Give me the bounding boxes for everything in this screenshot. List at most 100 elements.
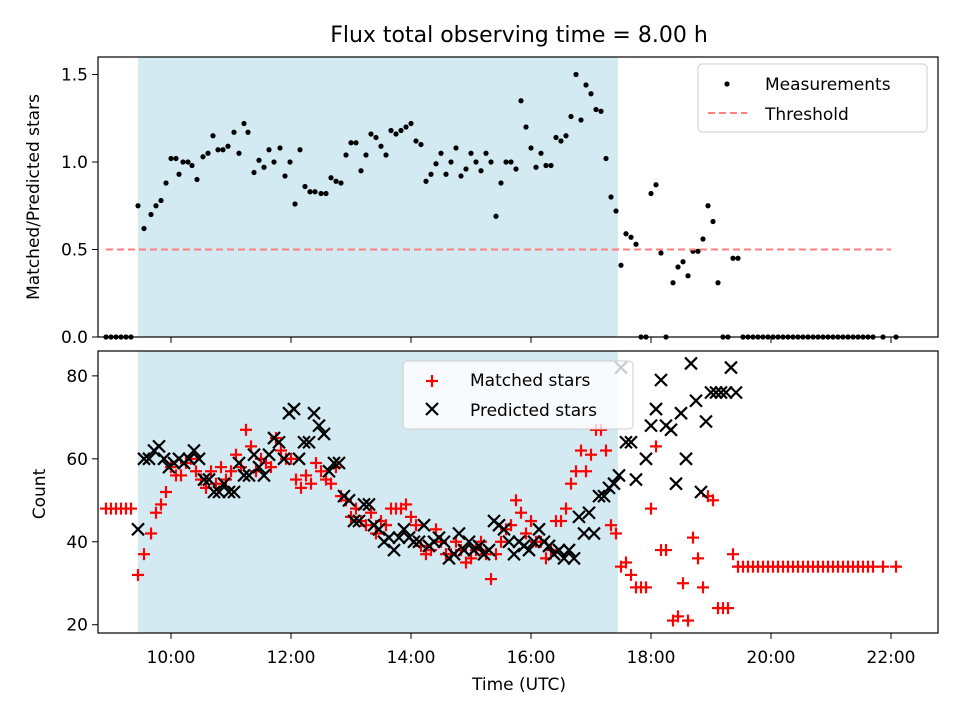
- measurement-point: [185, 159, 191, 165]
- top-panel-y-label: Matched/Predicted stars: [24, 94, 44, 300]
- predicted-star-point: [312, 418, 326, 433]
- measurement-point: [548, 162, 554, 169]
- measurement-point: [205, 150, 211, 156]
- measurement-point: [180, 159, 186, 165]
- measurement-point: [533, 164, 539, 170]
- measurement-point: [363, 152, 369, 158]
- matched-star-point: [150, 506, 162, 519]
- legend-predicted-label: Predicted stars: [470, 401, 597, 421]
- predicted-star-point: [362, 497, 376, 512]
- predicted-star-point: [272, 435, 286, 450]
- measurement-point: [473, 159, 479, 165]
- matched-star-point: [660, 544, 672, 557]
- measurement-point: [508, 159, 514, 165]
- measurement-point: [700, 236, 706, 242]
- measurement-point: [323, 190, 329, 197]
- predicted-star-point: [237, 468, 251, 483]
- predicted-star-point: [327, 456, 341, 470]
- measurement-point: [493, 213, 499, 219]
- matched-star-point: [645, 502, 657, 515]
- matched-star-point: [605, 519, 617, 532]
- measurement-point: [241, 120, 247, 127]
- matched-star-point: [707, 494, 719, 507]
- matched-star-point: [290, 473, 302, 486]
- measurement-point: [568, 113, 574, 120]
- measurement-point: [307, 189, 313, 195]
- predicted-star-point: [624, 435, 638, 450]
- y-tick-label: 0.5: [61, 241, 88, 261]
- x-tick-label: 14:00: [387, 648, 436, 668]
- matched-star-point: [692, 552, 704, 565]
- predicted-star-point: [352, 514, 366, 528]
- measurement-point: [593, 106, 599, 113]
- matched-star-point: [205, 465, 217, 478]
- predicted-star-point: [619, 435, 633, 450]
- predicted-star-point: [277, 452, 291, 466]
- predicted-star-point: [347, 514, 361, 528]
- measurement-point: [680, 259, 686, 265]
- measurement-point: [448, 159, 454, 165]
- predicted-star-point: [689, 393, 703, 408]
- y-tick-label: 1.5: [61, 66, 88, 86]
- measurement-point: [468, 150, 474, 156]
- predicted-star-point: [382, 530, 396, 545]
- predicted-star-point: [679, 452, 693, 466]
- predicted-star-point: [407, 534, 421, 549]
- predicted-star-point: [502, 534, 516, 549]
- predicted-star-point: [542, 539, 556, 553]
- predicted-star-point: [694, 485, 708, 499]
- measurement-point: [648, 190, 654, 197]
- measurement-point: [236, 150, 242, 156]
- matched-star-point: [650, 440, 662, 453]
- measurement-point: [168, 155, 174, 162]
- measurement-point: [287, 159, 293, 165]
- measurement-point: [220, 147, 226, 153]
- measurement-point: [463, 166, 469, 172]
- measurement-point: [513, 166, 519, 172]
- predicted-star-point: [482, 543, 496, 557]
- matched-star-point: [220, 473, 232, 486]
- measurement-point: [215, 147, 221, 153]
- measurement-point: [488, 159, 494, 165]
- bottom-panel-legend: Matched stars Predicted stars: [402, 360, 634, 430]
- matched-star-point: [890, 560, 902, 573]
- matched-star-point: [190, 465, 202, 478]
- top-panel-frame: [97, 56, 939, 338]
- predicted-star-point: [207, 485, 221, 499]
- top-panel-shaded-interval: [138, 57, 618, 337]
- matched-star-point: [515, 506, 527, 519]
- measurement-point: [658, 250, 664, 256]
- measurement-point: [210, 133, 216, 139]
- matched-star-point: [672, 610, 684, 623]
- matched-star-point: [495, 535, 507, 548]
- measurement-point: [141, 225, 147, 232]
- measurement-point: [423, 178, 429, 184]
- measurement-point: [163, 180, 169, 186]
- predicted-star-point: [562, 543, 576, 557]
- measurement-point: [256, 157, 262, 163]
- matched-star-point: [305, 477, 317, 490]
- predicted-star-point: [607, 476, 621, 491]
- predicted-star-point: [644, 418, 658, 433]
- measurement-point: [653, 182, 659, 188]
- measurement-point: [670, 280, 676, 286]
- measurement-point: [598, 108, 604, 114]
- predicted-star-point: [227, 485, 241, 499]
- measurement-point: [443, 171, 449, 177]
- predicted-star-point: [684, 356, 698, 371]
- predicted-star-point: [412, 534, 426, 549]
- matched-star-point: [727, 548, 739, 561]
- predicted-star-point: [297, 435, 311, 450]
- measurement-point: [433, 161, 439, 167]
- predicted-star-point: [287, 402, 301, 416]
- measurement-point: [373, 134, 379, 141]
- y-tick-label: 1.0: [61, 153, 88, 173]
- top-panel: 0.0 0.5 1.0 1.5 Matched/Predicted stars Mea…: [24, 56, 939, 348]
- measurement-point: [503, 159, 509, 165]
- measurement-point: [403, 124, 409, 130]
- measurement-point: [428, 171, 434, 177]
- matched-star-point: [405, 510, 417, 523]
- predicted-star-point: [612, 468, 626, 483]
- measurement-point: [358, 168, 364, 174]
- measurement-point: [393, 131, 399, 137]
